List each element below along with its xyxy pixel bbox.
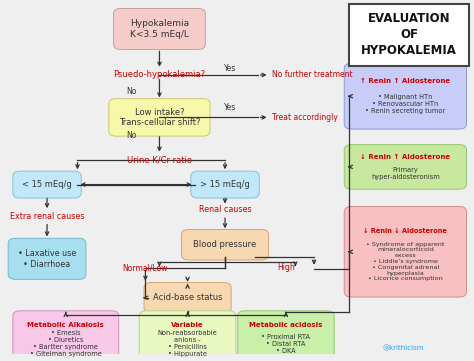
Text: EVALUATION
OF
HYPOKALEMIA: EVALUATION OF HYPOKALEMIA [361, 12, 457, 57]
Text: High: High [277, 263, 295, 272]
FancyBboxPatch shape [344, 145, 466, 189]
Text: • Laxative use
• Diarrhoea: • Laxative use • Diarrhoea [18, 249, 76, 269]
FancyBboxPatch shape [109, 99, 210, 136]
FancyBboxPatch shape [13, 171, 81, 198]
Text: No: No [126, 131, 137, 140]
Text: No further treatment: No further treatment [272, 70, 353, 79]
Text: Renal causes: Renal causes [199, 205, 251, 214]
Text: • Emesis
• Diuretics
• Bartter syndrome
• Gitelman syndrome: • Emesis • Diuretics • Bartter syndrome … [30, 323, 102, 357]
Text: Hypokalemia
K<3.5 mEq/L: Hypokalemia K<3.5 mEq/L [130, 19, 189, 39]
FancyBboxPatch shape [349, 4, 469, 66]
FancyBboxPatch shape [144, 283, 231, 313]
Text: Normal/Low: Normal/Low [123, 263, 168, 272]
Text: Metabolic Alkalosis: Metabolic Alkalosis [27, 322, 104, 328]
Text: Yes: Yes [224, 103, 236, 112]
Text: Variable: Variable [171, 322, 204, 328]
FancyBboxPatch shape [114, 8, 205, 49]
Text: Metabolic acidosis: Metabolic acidosis [249, 322, 323, 328]
Text: • Malignant HTn
• Renovascular HTn
• Renin secreting tumor: • Malignant HTn • Renovascular HTn • Ren… [365, 87, 446, 114]
Text: • Syndrome of apparent
mineralocorticoid
excess
• Liddle’s syndrome
• Congenital: • Syndrome of apparent mineralocorticoid… [366, 236, 445, 281]
Text: Treat accordingly: Treat accordingly [272, 113, 338, 122]
Text: @krithicism: @krithicism [383, 344, 424, 351]
Text: Yes: Yes [224, 64, 236, 73]
Text: ↓ Renin ↓ Aldosterone: ↓ Renin ↓ Aldosterone [364, 227, 447, 234]
FancyBboxPatch shape [237, 311, 334, 361]
Text: ↓ Renin ↑ Aldosterone: ↓ Renin ↑ Aldosterone [360, 154, 450, 160]
FancyBboxPatch shape [344, 63, 466, 129]
Text: No: No [126, 87, 137, 96]
Text: Urine K/Cr ratio: Urine K/Cr ratio [127, 155, 192, 164]
Text: Extra renal causes: Extra renal causes [10, 212, 84, 221]
Text: Acid-base status: Acid-base status [153, 293, 222, 302]
Text: ↑ Renin ↑ Aldosterone: ↑ Renin ↑ Aldosterone [360, 78, 450, 84]
Text: Blood pressure: Blood pressure [193, 240, 256, 249]
Text: < 15 mEq/g: < 15 mEq/g [22, 180, 72, 189]
FancyBboxPatch shape [182, 230, 269, 260]
Text: Psuedo-hypokalemia?: Psuedo-hypokalemia? [113, 70, 206, 79]
Text: • Proximal RTA
• Distal RTA
• DKA: • Proximal RTA • Distal RTA • DKA [262, 327, 310, 354]
FancyBboxPatch shape [344, 206, 466, 297]
FancyBboxPatch shape [191, 171, 259, 198]
Text: Non-reabsorbable
anions -
• Penicillins
• Hippurate: Non-reabsorbable anions - • Penicillins … [158, 323, 218, 357]
FancyBboxPatch shape [13, 311, 118, 361]
FancyBboxPatch shape [139, 311, 236, 361]
Text: Low intake?
Trans-cellular shift?: Low intake? Trans-cellular shift? [118, 108, 200, 127]
Text: Primary
hyper-aldosteronism: Primary hyper-aldosteronism [371, 160, 440, 180]
Text: > 15 mEq/g: > 15 mEq/g [200, 180, 250, 189]
FancyBboxPatch shape [8, 238, 86, 279]
